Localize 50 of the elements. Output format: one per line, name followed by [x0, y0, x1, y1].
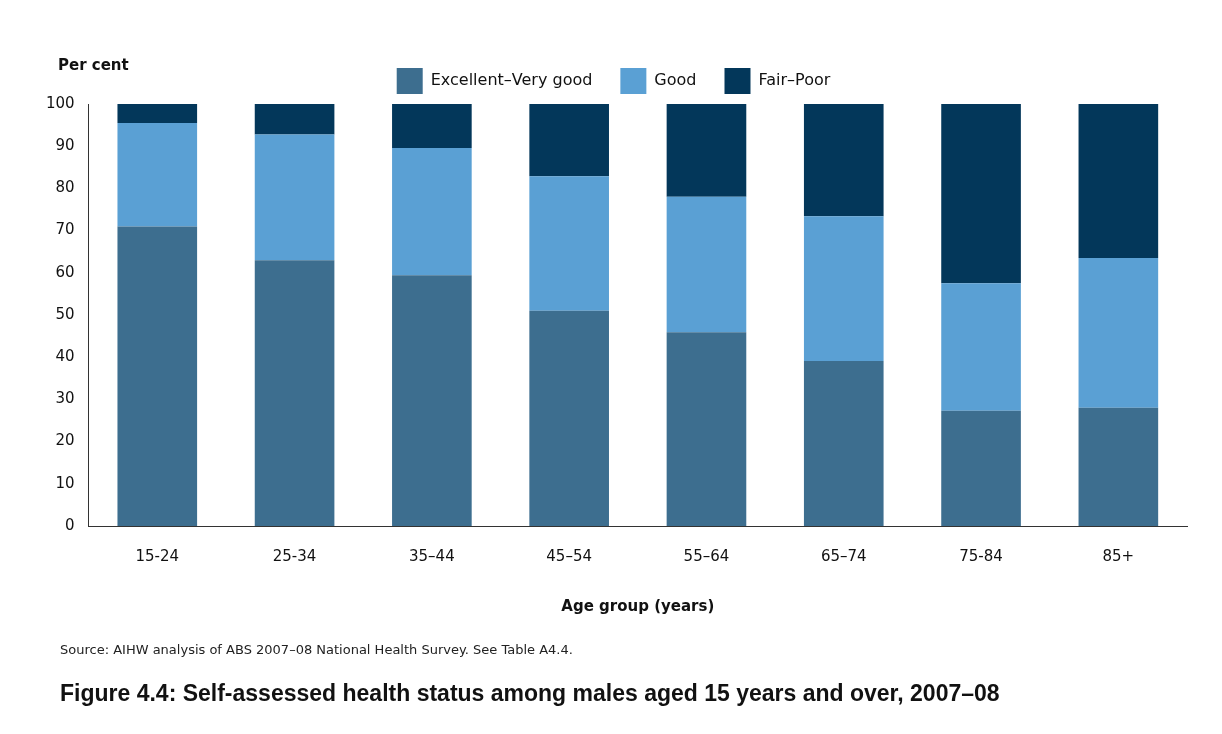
bar	[254, 260, 335, 526]
bar	[666, 332, 747, 526]
bar	[117, 226, 198, 526]
bar	[529, 104, 609, 177]
source-note: Source: AIHW analysis of ABS 2007–08 National Health Survey. See Table A4.4.	[60, 642, 573, 657]
bar	[529, 310, 609, 526]
y-tick-label: 10	[55, 473, 75, 492]
bar	[117, 104, 198, 123]
x-tick-label: 55–64	[683, 546, 730, 565]
y-tick-label: 0	[65, 515, 75, 534]
legend-label: Fair–Poor	[758, 70, 831, 90]
x-tick-label: 75-84	[959, 546, 1003, 565]
y-tick-label: 30	[55, 389, 75, 408]
x-tick-label: 65–74	[820, 546, 867, 565]
bar	[941, 283, 1021, 411]
bar	[1078, 258, 1159, 408]
bar	[1078, 407, 1159, 526]
legend-label: Excellent–Very good	[430, 70, 593, 90]
x-tick-label: 25-34	[272, 546, 317, 565]
bar	[254, 104, 335, 135]
x-tick-label: 45–54	[546, 546, 593, 565]
y-axis-title: Per cent	[58, 56, 129, 74]
y-tick-label: 60	[55, 262, 75, 281]
y-tick-label: 50	[55, 304, 75, 323]
bar	[666, 196, 747, 333]
x-axis-title: Age group (years)	[561, 596, 715, 615]
bar	[941, 104, 1021, 284]
x-tick-label: 15-24	[135, 546, 180, 565]
legend-label: Good	[654, 70, 697, 90]
y-tick-label: 40	[55, 347, 75, 366]
bar	[392, 104, 472, 148]
bar	[392, 147, 472, 276]
y-tick-label: 70	[55, 220, 75, 239]
x-tick-label: 35–44	[409, 546, 455, 565]
bar	[529, 176, 609, 311]
bar	[941, 410, 1021, 526]
x-tick-label: 85+	[1102, 546, 1135, 565]
bar	[1078, 104, 1159, 259]
bar	[254, 134, 335, 261]
bar	[803, 104, 884, 217]
bar	[803, 216, 884, 361]
bar	[666, 104, 747, 197]
text: Figure 4.4: Self-assessed health status among males aged 15 years and over, 2007–08	[60, 680, 1000, 707]
bar	[803, 361, 884, 526]
y-tick-label: 100	[45, 93, 75, 112]
y-tick-label: 90	[55, 136, 75, 155]
bar	[117, 122, 198, 227]
y-tick-label: 80	[55, 178, 75, 197]
bar	[392, 275, 472, 526]
y-tick-label: 20	[55, 431, 75, 450]
